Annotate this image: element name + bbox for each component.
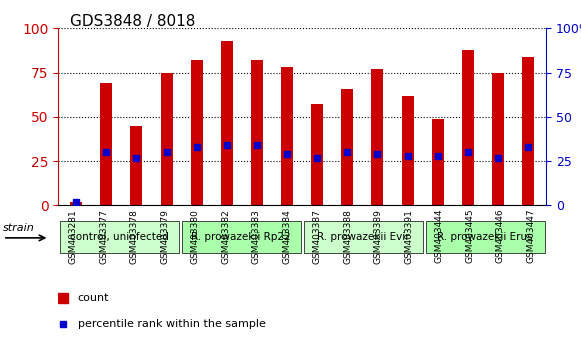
FancyBboxPatch shape [426, 221, 544, 253]
Text: GSM403446: GSM403446 [496, 209, 505, 263]
Text: control, uninfected: control, uninfected [70, 232, 168, 242]
Bar [191, 60, 203, 205]
Text: GDS3848 / 8018: GDS3848 / 8018 [70, 14, 195, 29]
Text: R. prowazekii Rp22: R. prowazekii Rp22 [191, 232, 291, 242]
Bar [522, 57, 534, 205]
Text: R. prowazekii Erus: R. prowazekii Erus [437, 232, 533, 242]
Bar [221, 41, 233, 205]
Text: percentile rank within the sample: percentile rank within the sample [78, 319, 266, 329]
Text: GSM403389: GSM403389 [374, 209, 383, 264]
Text: GSM403383: GSM403383 [252, 209, 261, 264]
Text: GSM403379: GSM403379 [160, 209, 169, 264]
Text: GSM403387: GSM403387 [313, 209, 322, 264]
Bar [281, 67, 293, 205]
Text: GSM403382: GSM403382 [221, 209, 230, 264]
Text: GSM403445: GSM403445 [465, 209, 474, 263]
Bar [130, 126, 142, 205]
Text: GSM403378: GSM403378 [130, 209, 139, 264]
Bar [101, 83, 112, 205]
Text: strain: strain [3, 223, 35, 233]
Text: GSM403388: GSM403388 [343, 209, 352, 264]
Text: R. prowazekii Evir: R. prowazekii Evir [317, 232, 410, 242]
Bar [432, 119, 444, 205]
Bar [401, 96, 414, 205]
Bar [462, 50, 474, 205]
Bar [160, 73, 173, 205]
Bar [341, 88, 353, 205]
Bar [70, 202, 82, 205]
Text: GSM403281: GSM403281 [69, 209, 78, 264]
Text: GSM403444: GSM403444 [435, 209, 444, 263]
Text: GSM403384: GSM403384 [282, 209, 291, 264]
Bar [492, 73, 504, 205]
Text: GSM403391: GSM403391 [404, 209, 413, 264]
Text: GSM403447: GSM403447 [526, 209, 535, 263]
Text: GSM403380: GSM403380 [191, 209, 200, 264]
FancyBboxPatch shape [182, 221, 300, 253]
Bar [371, 69, 383, 205]
Bar [251, 60, 263, 205]
Bar [311, 104, 323, 205]
Text: count: count [78, 293, 109, 303]
Text: GSM403377: GSM403377 [99, 209, 108, 264]
FancyBboxPatch shape [60, 221, 178, 253]
FancyBboxPatch shape [304, 221, 422, 253]
